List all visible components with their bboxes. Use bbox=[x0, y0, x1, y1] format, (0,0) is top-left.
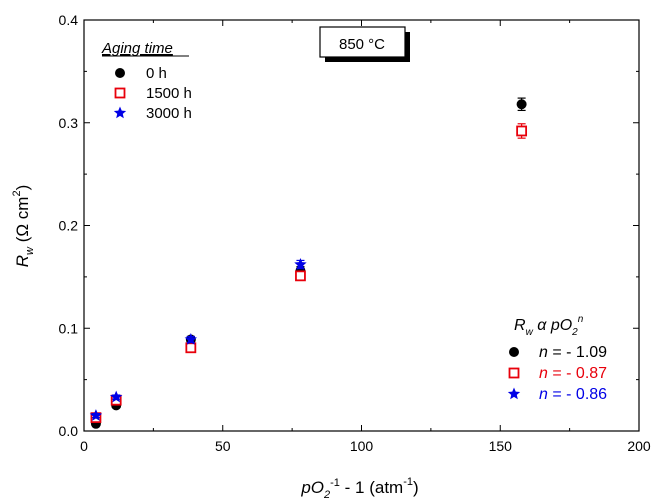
fit-title-w: w bbox=[526, 327, 534, 338]
x-label-close: ) bbox=[413, 478, 419, 497]
fit-legend-marker bbox=[508, 367, 520, 379]
x-label-base: pO bbox=[300, 478, 324, 497]
fit-legend-label: n = - 0.87 bbox=[539, 365, 607, 382]
fit-title-r: R bbox=[514, 317, 526, 334]
legend-label: 1500 h bbox=[146, 85, 192, 102]
fit-title-supn: n bbox=[578, 314, 584, 325]
data-point bbox=[89, 409, 103, 421]
series-3000-h bbox=[89, 258, 307, 421]
fit-n-label: n bbox=[539, 386, 548, 403]
y-tick-label: 0.1 bbox=[59, 320, 79, 336]
fit-legend: Rw α pO2n n = - 1.09n = - 0.87n = - 0.86 bbox=[507, 314, 607, 403]
legend-label: 0 h bbox=[146, 65, 167, 82]
fit-n-label: n bbox=[539, 344, 548, 361]
data-point bbox=[294, 258, 307, 270]
x-tick-label: 150 bbox=[489, 438, 513, 454]
series-0-h bbox=[90, 97, 527, 429]
x-tick-label: 200 bbox=[627, 438, 651, 454]
legend-label: 3000 h bbox=[146, 105, 192, 122]
fit-legend-label: n = - 0.86 bbox=[539, 386, 607, 403]
data-point bbox=[295, 270, 306, 282]
x-label-rest: - 1 (atm bbox=[340, 478, 403, 497]
data-point bbox=[110, 390, 123, 403]
fit-n-value: = - 0.87 bbox=[548, 365, 607, 382]
y-label-base: R bbox=[13, 255, 32, 267]
legend-marker bbox=[115, 68, 125, 78]
legend-marker bbox=[114, 87, 126, 99]
y-label-sup: 2 bbox=[11, 190, 23, 196]
fit-n-value: = - 1.09 bbox=[548, 344, 607, 361]
x-label-sub: 2 bbox=[323, 489, 330, 501]
x-tick-label: 0 bbox=[80, 438, 88, 454]
y-tick-label: 0.2 bbox=[59, 218, 79, 234]
legend: Aging time 0 h 1500 h 3000 h bbox=[101, 40, 192, 122]
fit-title-sub2: 2 bbox=[571, 327, 578, 338]
y-axis-label: Rw (Ω cm2) bbox=[11, 185, 36, 268]
y-label-sub: w bbox=[24, 246, 36, 255]
data-point bbox=[516, 125, 528, 137]
data-point bbox=[184, 333, 198, 345]
y-label-close: ) bbox=[13, 185, 32, 191]
x-tick-label: 50 bbox=[215, 438, 231, 454]
data-marks bbox=[89, 97, 528, 429]
fit-legend-title: Rw α pO2n bbox=[514, 314, 584, 338]
series-1500-h bbox=[90, 123, 528, 424]
fit-legend-marker bbox=[509, 347, 519, 357]
x-label-sup: -1 bbox=[330, 477, 340, 489]
fit-n-value: = - 0.86 bbox=[548, 386, 607, 403]
y-tick-label: 0.3 bbox=[59, 115, 79, 131]
data-point bbox=[185, 342, 197, 354]
x-axis-label: pO2-1 - 1 (atm-1) bbox=[300, 476, 418, 501]
fit-legend-marker bbox=[507, 387, 521, 400]
legend-title: Aging time bbox=[101, 40, 173, 57]
x-label-sup2: -1 bbox=[403, 476, 413, 488]
axes: 0 50 100 150 200 0.0 0.1 0.2 0.3 0.4 bbox=[59, 12, 651, 454]
fit-legend-label: n = - 1.09 bbox=[539, 344, 607, 361]
data-point bbox=[516, 99, 527, 110]
fit-title-alpha: α pO bbox=[533, 317, 572, 334]
temperature-label: 850 °C bbox=[339, 36, 385, 53]
temperature-annotation: 850 °C bbox=[319, 26, 410, 62]
y-tick-label: 0.0 bbox=[59, 423, 79, 439]
x-tick-label: 100 bbox=[350, 438, 374, 454]
legend-marker bbox=[113, 106, 127, 119]
fit-n-label: n bbox=[539, 365, 548, 382]
y-tick-label: 0.4 bbox=[59, 12, 79, 28]
y-label-rest: (Ω cm bbox=[13, 197, 32, 247]
